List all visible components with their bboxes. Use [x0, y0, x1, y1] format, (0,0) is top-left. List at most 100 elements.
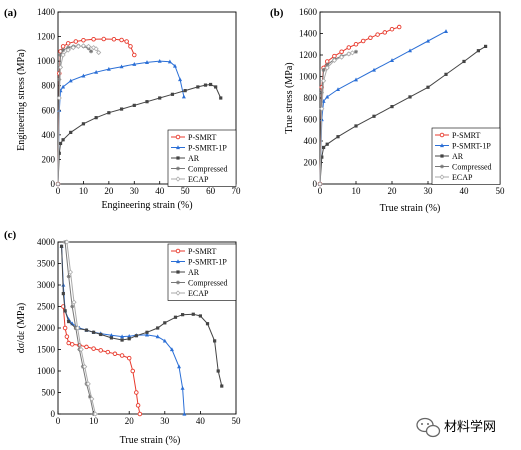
legend-item: P-SMRT-1P — [171, 144, 227, 153]
series-p-smrt — [55, 36, 137, 187]
data-point — [89, 396, 95, 402]
x-tick-label: 30 — [160, 416, 170, 426]
panel-a-xlabel: Engineering strain (%) — [101, 200, 192, 211]
data-point — [69, 342, 75, 347]
series-line — [61, 246, 185, 415]
data-point — [368, 35, 373, 41]
data-point — [180, 386, 185, 390]
data-point — [354, 49, 358, 54]
x-tick-label: 50 — [232, 416, 242, 426]
series-line — [319, 26, 400, 185]
legend-swatch-marker — [176, 259, 180, 264]
legend-swatch-marker — [176, 166, 180, 171]
data-point — [99, 332, 103, 337]
legend-label: P-SMRT — [188, 247, 217, 256]
y-tick-label: 500 — [42, 388, 56, 398]
panel-b-label: (b) — [270, 7, 284, 19]
data-point — [339, 54, 345, 60]
data-point — [58, 141, 63, 146]
data-point — [208, 82, 213, 87]
legend-swatch-marker — [440, 164, 444, 169]
y-tick-label: 3500 — [37, 259, 56, 269]
data-point — [82, 364, 88, 370]
data-point — [155, 334, 160, 339]
x-tick-label: 20 — [388, 186, 398, 196]
series-ar — [318, 44, 488, 186]
data-point — [181, 94, 186, 99]
x-tick-label: 30 — [424, 186, 434, 196]
data-point — [390, 105, 394, 109]
data-point — [111, 37, 117, 42]
legend-label: P-SMRT-1P — [188, 144, 227, 153]
data-point — [68, 78, 73, 83]
legend-item: P-SMRT — [435, 131, 481, 140]
data-point — [61, 138, 65, 142]
watermark: 材料学网 — [416, 417, 496, 438]
y-tick-label: 1600 — [299, 7, 318, 17]
legend-swatch-marker — [440, 154, 444, 158]
panel-a-ylabel: Engineering stress (MPa) — [16, 49, 27, 151]
legend-swatch-marker — [175, 248, 181, 254]
series-ecap — [55, 43, 102, 187]
data-point — [205, 322, 210, 326]
legend-item: P-SMRT — [171, 247, 217, 256]
data-point — [132, 62, 137, 66]
data-point — [70, 45, 76, 51]
series-p-smrt-1p — [318, 29, 448, 186]
data-point — [69, 130, 73, 134]
data-point — [71, 299, 77, 305]
data-point — [325, 142, 329, 146]
y-tick-label: 4000 — [37, 237, 56, 247]
wechat-icon — [416, 417, 441, 438]
series-p-smrt-1p — [59, 244, 187, 416]
y-tick-label: 1400 — [299, 29, 318, 39]
y-tick-label: 0 — [51, 179, 56, 189]
x-tick-label: 10 — [89, 416, 99, 426]
data-point — [181, 313, 185, 317]
data-point — [372, 67, 376, 72]
data-point — [80, 43, 86, 49]
data-point — [57, 151, 61, 155]
data-point — [64, 239, 70, 245]
series-line — [319, 51, 357, 185]
data-point — [126, 355, 132, 361]
legend-label: Compressed — [188, 165, 228, 174]
data-point — [354, 77, 358, 82]
legend-swatch-marker — [439, 132, 445, 138]
data-point — [360, 38, 366, 44]
y-tick-label: 2000 — [37, 323, 56, 333]
y-tick-label: 1400 — [37, 7, 56, 17]
data-point — [213, 339, 217, 343]
data-point — [321, 78, 327, 84]
data-point — [177, 364, 182, 369]
data-point — [96, 49, 102, 56]
series-compressed — [318, 49, 358, 186]
data-point — [92, 330, 96, 334]
data-point — [408, 48, 412, 53]
series-line — [319, 30, 447, 185]
y-tick-label: 800 — [304, 93, 318, 103]
y-tick-label: 1000 — [37, 366, 56, 376]
data-point — [145, 100, 149, 104]
data-point — [137, 411, 143, 417]
y-tick-label: 200 — [304, 158, 318, 168]
data-point — [319, 106, 325, 112]
panel-c: (c) 0 10 20 30 40 500500100015002000250030003… — [4, 229, 241, 446]
data-point — [444, 72, 448, 76]
legend-item: AR — [171, 154, 200, 163]
data-point — [59, 244, 64, 248]
x-tick-label: 0 — [56, 186, 61, 196]
data-point — [57, 64, 64, 70]
legend-swatch-marker — [439, 174, 445, 180]
legend-item: P-SMRT — [171, 133, 217, 142]
data-point — [220, 384, 224, 388]
legend-swatch-marker — [175, 134, 181, 140]
data-point — [336, 135, 340, 139]
data-point — [219, 96, 223, 100]
data-point — [63, 309, 67, 313]
x-tick-label: 20 — [125, 416, 135, 426]
data-point — [109, 336, 113, 340]
data-point — [182, 411, 187, 416]
series-line — [57, 38, 135, 185]
